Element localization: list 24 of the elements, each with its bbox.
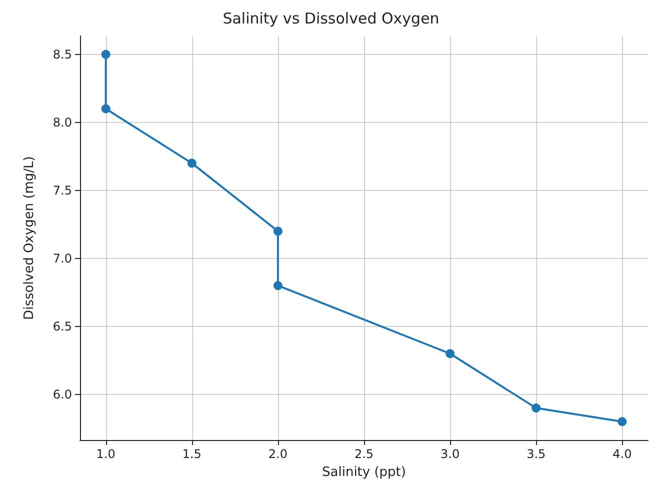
point [446, 349, 455, 358]
x-tick-label: 3.0 [440, 447, 460, 461]
x-tick-label: 1.0 [96, 447, 116, 461]
point [187, 158, 196, 168]
x-tick-label: 4.0 [612, 447, 632, 461]
y-tick-label: 7.5 [52, 183, 72, 198]
y-axis-title: Dissolved Oxygen (mg/L) [22, 156, 37, 320]
y-tick-label: 6.5 [52, 319, 72, 334]
point [618, 417, 627, 426]
point [532, 404, 541, 413]
point [273, 281, 282, 290]
x-tick-label: 2.0 [268, 447, 288, 461]
y-tick-label: 7.0 [52, 251, 72, 266]
point [273, 226, 282, 236]
x-axis-title: Salinity (ppt) [322, 465, 406, 480]
x-tick-label: 1.5 [182, 447, 202, 461]
point [101, 50, 110, 59]
y-tick-label: 6.0 [52, 387, 72, 402]
chart-title: Salinity vs Dissolved Oxygen [222, 10, 440, 28]
x-tick-label: 3.5 [526, 447, 546, 461]
y-tick-label: 8.0 [52, 115, 72, 130]
point [101, 104, 110, 114]
x-tick-label: 2.5 [354, 447, 374, 461]
y-tick-label: 8.5 [52, 47, 72, 62]
